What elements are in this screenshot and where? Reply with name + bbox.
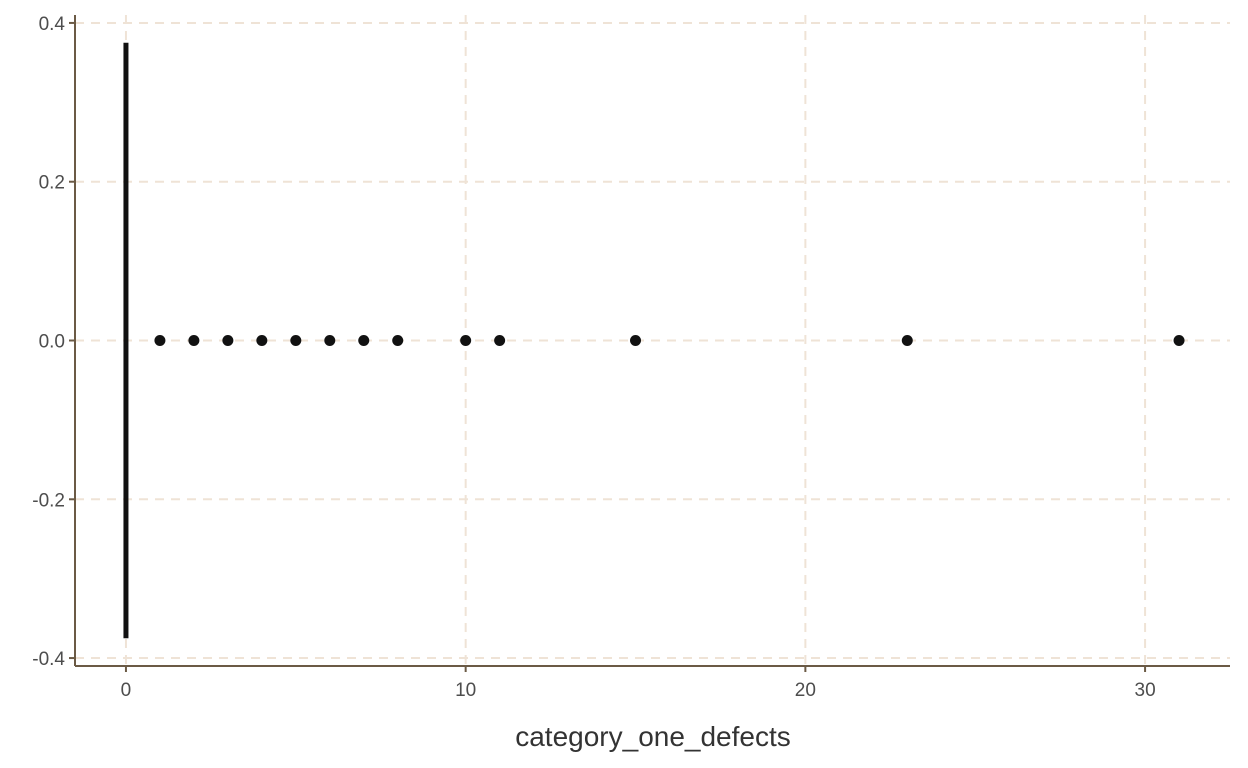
y-tick-label: 0.4 [39,14,66,35]
outlier-point [222,335,234,346]
x-axis-title: category_one_defects [515,721,791,752]
outlier-point [630,335,642,346]
outlier-point [901,335,913,346]
x-tick-label: 10 [455,680,476,701]
y-tick-label: 0.0 [39,332,65,353]
outlier-point [358,335,370,346]
outlier-point [392,335,404,346]
x-tick-label: 30 [1135,680,1156,701]
outlier-points [154,335,1185,346]
tick-labels: 0 10 20 30 -0.4 -0.2 0.0 0.2 0.4 [32,14,1155,701]
outlier-point [154,335,166,346]
y-tick-label: -0.2 [32,490,65,511]
y-tick-label: -0.4 [32,649,65,670]
axes [69,15,1230,672]
grid-lines [75,15,1230,666]
outlier-point [256,335,268,346]
outlier-point [324,335,336,346]
y-tick-label: 0.2 [39,173,65,194]
outlier-point [290,335,302,346]
outlier-point [494,335,506,346]
x-tick-label: 20 [795,680,816,701]
outlier-point [1173,335,1185,346]
outlier-point [460,335,472,346]
outlier-point [188,335,200,346]
x-tick-label: 0 [121,680,132,701]
